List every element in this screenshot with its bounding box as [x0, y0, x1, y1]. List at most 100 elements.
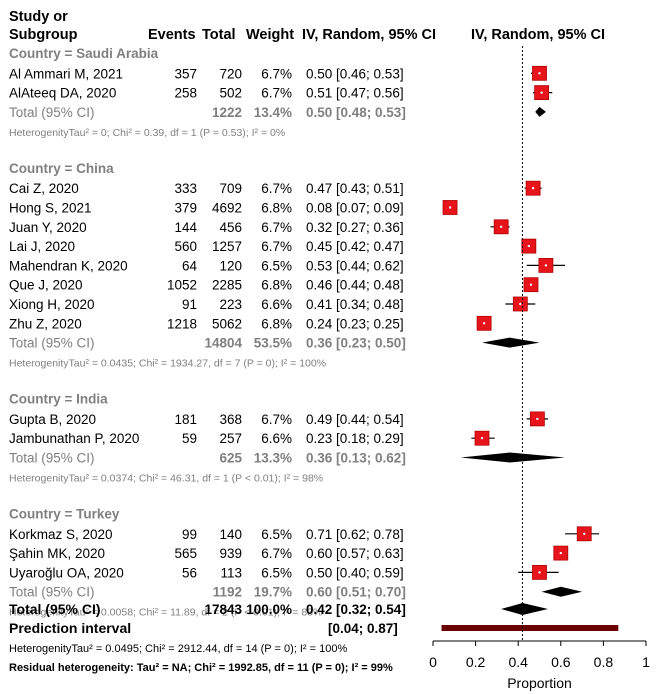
- group-title: Country = India: [9, 392, 108, 407]
- study-ci: 0.45 [0.42; 0.47]: [306, 239, 404, 254]
- study-events: 1218: [167, 316, 197, 331]
- study-name: Mahendran K, 2020: [9, 258, 128, 273]
- study-total: 120: [219, 258, 242, 273]
- subtotal-ci: 0.36 [0.13; 0.62]: [306, 451, 406, 466]
- study-total: 4692: [212, 201, 242, 216]
- header-total: Total: [202, 27, 236, 43]
- x-tick-label: 0.4: [508, 654, 528, 670]
- study-events: 144: [174, 220, 197, 235]
- overall-ci: 0.42 [0.32; 0.54]: [306, 602, 406, 617]
- header-plot-title: IV, Random, 95% CI: [471, 27, 605, 43]
- study-weight: 6.8%: [261, 201, 292, 216]
- study-total: 502: [219, 86, 242, 101]
- heterogeneity-text: HeterogenityTau² = 0; Chi² = 0.39, df = …: [9, 127, 285, 139]
- study-name: Uyaroğlu OA, 2020: [9, 565, 124, 580]
- study-point: [480, 437, 484, 440]
- overall-heterogeneity: HeterogenityTau² = 0.0495; Chi² = 2912.4…: [9, 643, 347, 655]
- x-axis-label: Proportion: [507, 675, 572, 691]
- subtotal-ci: 0.60 [0.51; 0.70]: [306, 585, 406, 600]
- study-weight: 6.7%: [261, 86, 292, 101]
- study-point: [531, 187, 535, 190]
- study-weight: 6.8%: [261, 316, 292, 331]
- subtotal-diamond: [460, 452, 566, 463]
- subtotal-total: 1192: [213, 585, 242, 600]
- study-point: [448, 206, 452, 209]
- study-ci: 0.60 [0.57; 0.63]: [306, 546, 404, 561]
- subtotal-total: 14804: [204, 336, 242, 351]
- study-point: [529, 283, 533, 286]
- study-total: 1257: [212, 239, 242, 254]
- subtotal-label: Total (95% CI): [9, 585, 95, 600]
- header-study-line1: Study or: [9, 9, 68, 25]
- subtotal-total: 625: [219, 451, 242, 466]
- study-total: 456: [219, 220, 242, 235]
- x-tick-label: 1: [642, 654, 650, 670]
- study-ci: 0.50 [0.46; 0.53]: [306, 66, 404, 81]
- study-total: 140: [219, 527, 242, 542]
- study-weight: 6.8%: [261, 278, 292, 293]
- study-ci: 0.23 [0.18; 0.29]: [306, 431, 404, 446]
- subtotal-ci: 0.50 [0.48; 0.53]: [306, 105, 406, 120]
- overall-label: Total (95% CI): [9, 601, 101, 617]
- study-events: 91: [182, 297, 197, 312]
- subtotal-weight: 13.4%: [254, 105, 292, 120]
- group-title: Country = China: [9, 161, 114, 176]
- prediction-bar: [441, 625, 619, 631]
- study-ci: 0.71 [0.62; 0.78]: [306, 527, 404, 542]
- group-title: Country = Saudi Arabia: [9, 46, 159, 61]
- study-total: 709: [219, 181, 242, 196]
- study-weight: 6.7%: [261, 66, 292, 81]
- study-name: Al Ammari M, 2021: [9, 66, 123, 81]
- study-events: 258: [174, 86, 197, 101]
- header-events: Events: [148, 27, 196, 43]
- study-weight: 6.6%: [261, 297, 292, 312]
- study-point: [538, 571, 541, 574]
- study-name: Hong S, 2021: [9, 201, 92, 216]
- study-weight: 6.5%: [261, 258, 292, 273]
- residual-heterogeneity: Residual heterogeneity: Tau² = NA; Chi² …: [9, 662, 393, 674]
- study-events: 357: [174, 66, 197, 81]
- study-weight: 6.5%: [261, 527, 292, 542]
- study-name: Zhu Z, 2020: [9, 316, 82, 331]
- overall-weight: 100.0%: [246, 602, 292, 617]
- study-point: [527, 244, 531, 248]
- heterogeneity-text: HeterogenityTau² = 0.0058; Chi² = 11.89,…: [9, 607, 322, 619]
- study-point: [583, 532, 586, 535]
- header-study-line2: Subgroup: [9, 27, 78, 43]
- overall-diamond: [501, 603, 549, 615]
- study-ci: 0.53 [0.44; 0.62]: [306, 258, 404, 273]
- study-events: 379: [174, 201, 197, 216]
- subtotal-total: 1222: [212, 105, 242, 120]
- forest-marks: [441, 46, 619, 640]
- study-name: Şahin MK, 2020: [9, 546, 105, 561]
- x-tick-label: 0: [429, 654, 437, 670]
- study-total: 113: [220, 565, 242, 580]
- study-total: 368: [219, 412, 242, 427]
- study-name: Xiong H, 2020: [9, 297, 95, 312]
- study-events: 181: [174, 412, 197, 427]
- study-total: 223: [219, 297, 242, 312]
- study-total: 720: [219, 66, 242, 81]
- study-events: 1052: [167, 278, 197, 293]
- subtotal-weight: 53.5%: [254, 336, 292, 351]
- study-weight: 6.7%: [261, 546, 292, 561]
- study-weight: 6.7%: [261, 239, 292, 254]
- study-ci: 0.41 [0.34; 0.48]: [306, 297, 404, 312]
- study-events: 99: [182, 527, 197, 542]
- prediction-ci: [0.04; 0.87]: [328, 621, 398, 636]
- heterogeneity-text: HeterogenityTau² = 0.0374; Chi² = 46.31,…: [9, 473, 323, 485]
- heterogeneity-text: HeterogenityTau² = 0.0435; Chi² = 1934.2…: [9, 358, 326, 370]
- study-events: 560: [174, 239, 197, 254]
- study-total: 257: [219, 431, 242, 446]
- study-ci: 0.46 [0.44; 0.48]: [306, 278, 404, 293]
- column-headers: Study or Subgroup Events Total Weight IV…: [9, 9, 605, 43]
- subtotal-diamond: [535, 106, 546, 117]
- x-axis: 0 0.2 0.4 0.6 0.8 1 Proportion: [429, 640, 650, 691]
- study-point: [544, 264, 548, 267]
- study-point: [536, 417, 539, 421]
- overall-total: 17843: [204, 602, 242, 617]
- study-table: Country = Saudi Arabia Al Ammari M, 2021 3…: [9, 46, 406, 674]
- study-events: 565: [174, 546, 197, 561]
- prediction-label: Prediction interval: [9, 620, 131, 636]
- study-point: [538, 72, 541, 75]
